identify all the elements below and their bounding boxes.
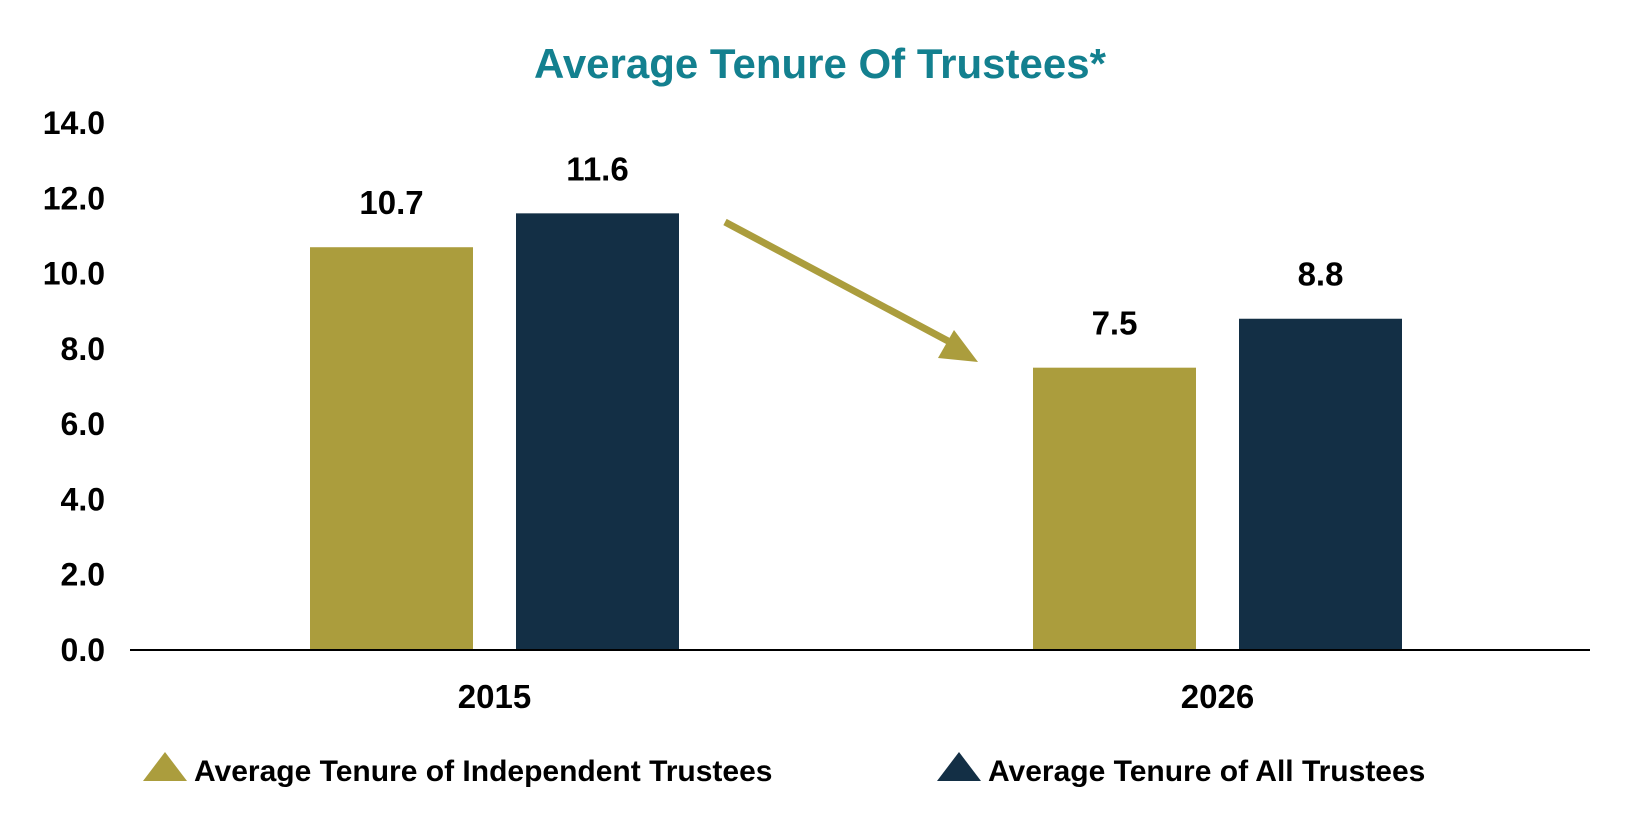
bar-2026-series-1	[1239, 318, 1402, 650]
y-tick-label: 12.0	[43, 180, 105, 216]
bars	[310, 213, 1402, 651]
y-tick-label: 6.0	[61, 406, 105, 442]
y-tick-label: 2.0	[61, 557, 105, 593]
y-tick-label: 8.0	[61, 331, 105, 367]
x-tick-label: 2015	[458, 678, 531, 715]
trend-arrow	[723, 218, 978, 362]
legend-triangle-icon	[143, 752, 187, 781]
y-tick-label: 14.0	[43, 105, 105, 141]
y-tick-label: 0.0	[61, 632, 105, 668]
data-label: 11.6	[566, 150, 628, 187]
trend-arrow-head	[938, 330, 978, 362]
legend: Average Tenure of Independent Trustees A…	[143, 752, 1425, 788]
data-labels: 10.7 7.5 11.6 8.8	[359, 150, 1343, 341]
legend-item-all: Average Tenure of All Trustees	[937, 752, 1425, 788]
bar-2015-series-1	[516, 213, 679, 651]
legend-label-independent: Average Tenure of Independent Trustees	[194, 755, 772, 788]
data-label: 10.7	[359, 184, 423, 221]
legend-triangle-icon	[937, 752, 981, 781]
trend-arrow-line	[723, 218, 950, 345]
x-axis-ticks: 2015 2026	[458, 678, 1254, 715]
chart-title: Average Tenure Of Trustees*	[534, 40, 1107, 87]
legend-label-all: Average Tenure of All Trustees	[988, 755, 1425, 788]
bar-2015-series-0	[310, 247, 473, 650]
legend-item-independent: Average Tenure of Independent Trustees	[143, 752, 772, 788]
x-tick-label: 2026	[1181, 678, 1254, 715]
y-tick-label: 4.0	[61, 481, 105, 517]
data-label: 7.5	[1092, 305, 1138, 342]
y-axis-ticks: 0.0 2.0 4.0 6.0 8.0 10.0 12.0 14.0	[43, 105, 105, 668]
bar-2026-series-0	[1033, 367, 1196, 650]
y-tick-label: 10.0	[43, 256, 105, 292]
data-label: 8.8	[1298, 256, 1344, 293]
